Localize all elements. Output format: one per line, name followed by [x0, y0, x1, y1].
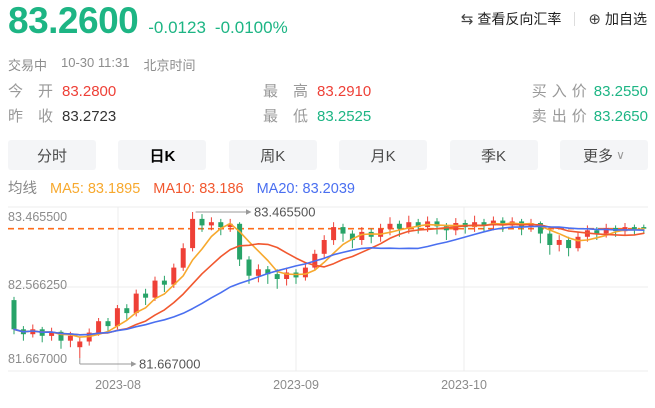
ma-legend: 均线 MA5: 83.1895 MA10: 83.186 MA20: 83.20… [8, 177, 355, 198]
actions-divider [574, 12, 576, 26]
tab-quarterly-k-label: 季K [481, 147, 507, 165]
stat-bid-value: 83.2550 [593, 83, 648, 100]
trading-state: 交易中 [8, 58, 48, 73]
svg-text:81.667000: 81.667000 [8, 352, 67, 366]
add-watchlist-button[interactable]: ⊕ 加自选 [588, 9, 647, 29]
svg-text:2023-08: 2023-08 [95, 378, 141, 392]
ma-legend-title: 均线 [8, 181, 37, 197]
circle-plus-icon: ⊕ [588, 11, 601, 28]
quote-stats: 今开 83.2800 最高 83.2910 买入价 83.2550 昨收 83.… [8, 81, 648, 128]
price-change: -0.0123 -0.0100% [148, 18, 287, 38]
change-percent: -0.0100% [214, 18, 288, 37]
stat-ask: 卖出价 83.2650 [532, 106, 648, 128]
current-price: 83.2600 [8, 0, 139, 41]
stat-high: 最高 83.2910 [263, 81, 507, 103]
svg-text:83.465500: 83.465500 [8, 210, 67, 224]
svg-text:82.566250: 82.566250 [8, 278, 67, 292]
tab-minute-label: 分时 [36, 147, 67, 165]
stat-low-label: 最低 [263, 108, 324, 125]
ma5-legend: MA5: 83.1895 [50, 181, 141, 197]
ma10-legend: MA10: 83.186 [153, 181, 244, 197]
svg-text:2023-09: 2023-09 [273, 378, 319, 392]
stat-bid-label: 买入价 [531, 83, 592, 100]
period-tabs: 分时 日K 周K 月K 季K 更多 ∨ [8, 140, 648, 170]
tab-more[interactable]: 更多 ∨ [559, 140, 648, 170]
stat-low-value: 83.2525 [317, 108, 372, 125]
tab-quarterly-k[interactable]: 季K [449, 140, 538, 170]
svg-text:83.465500: 83.465500 [254, 205, 315, 220]
tab-monthly-k[interactable]: 月K [339, 140, 428, 170]
ma20-legend: MA20: 83.2039 [256, 181, 355, 197]
stat-high-value: 83.2910 [317, 83, 372, 100]
stat-open-label: 今开 [8, 83, 69, 100]
view-reverse-rate-label: 查看反向汇率 [477, 11, 562, 27]
price-header: 83.2600 -0.0123 -0.0100% [8, 0, 288, 42]
swap-arrows-icon: ⇆ [460, 11, 474, 28]
header-actions: ⇆ 查看反向汇率 ⊕ 加自选 [461, 9, 647, 29]
stat-prev-close-label: 昨收 [8, 108, 69, 125]
tab-more-label: 更多 [583, 147, 614, 165]
change-value: -0.0123 [148, 18, 206, 37]
tab-weekly-k-label: 周K [260, 147, 286, 165]
tab-daily-k-label: 日K [149, 147, 176, 165]
timezone-label: 北京时间 [143, 58, 196, 73]
tab-minute[interactable]: 分时 [8, 140, 96, 170]
add-watchlist-label: 加自选 [605, 11, 647, 27]
chevron-down-icon: ∨ [616, 148, 625, 162]
stat-low: 最低 83.2525 [263, 106, 507, 128]
candlestick-chart[interactable]: 83.465500 82.566250 81.667000 2023-08 2023-0… [0, 200, 655, 408]
stat-prev-close-value: 83.2723 [62, 108, 117, 125]
svg-text:2023-10: 2023-10 [441, 378, 487, 392]
tab-daily-k[interactable]: 日K [118, 140, 207, 170]
tab-weekly-k[interactable]: 周K [228, 140, 317, 170]
stat-ask-value: 83.2650 [593, 108, 648, 125]
trading-status: 交易中 10-30 11:31 北京时间 [8, 55, 195, 74]
tab-monthly-k-label: 月K [370, 147, 396, 165]
stat-open: 今开 83.2800 [8, 81, 263, 103]
svg-text:81.667000: 81.667000 [139, 357, 200, 372]
view-reverse-rate-button[interactable]: ⇆ 查看反向汇率 [461, 9, 562, 29]
stat-prev-close: 昨收 83.2723 [8, 106, 263, 128]
stat-bid: 买入价 83.2550 [532, 81, 648, 103]
stat-high-label: 最高 [263, 83, 324, 100]
quote-time: 10-30 11:31 [61, 55, 130, 70]
stat-open-value: 83.2800 [62, 83, 117, 100]
stat-ask-label: 卖出价 [531, 108, 592, 125]
